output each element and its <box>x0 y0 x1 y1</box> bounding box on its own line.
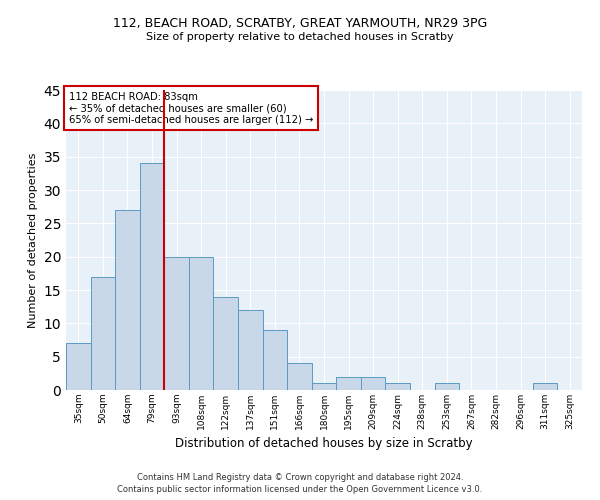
Bar <box>434 384 459 390</box>
Bar <box>385 384 410 390</box>
Text: Distribution of detached houses by size in Scratby: Distribution of detached houses by size … <box>175 438 473 450</box>
Bar <box>189 256 214 390</box>
Bar <box>214 296 238 390</box>
Text: Contains public sector information licensed under the Open Government Licence v3: Contains public sector information licen… <box>118 485 482 494</box>
Bar <box>533 384 557 390</box>
Bar <box>312 384 336 390</box>
Bar <box>140 164 164 390</box>
Text: Size of property relative to detached houses in Scratby: Size of property relative to detached ho… <box>146 32 454 42</box>
Bar <box>336 376 361 390</box>
Text: 112 BEACH ROAD: 83sqm
← 35% of detached houses are smaller (60)
65% of semi-deta: 112 BEACH ROAD: 83sqm ← 35% of detached … <box>68 92 313 124</box>
Bar <box>361 376 385 390</box>
Bar <box>66 344 91 390</box>
Bar <box>164 256 189 390</box>
Bar <box>263 330 287 390</box>
Text: Contains HM Land Registry data © Crown copyright and database right 2024.: Contains HM Land Registry data © Crown c… <box>137 472 463 482</box>
Bar <box>115 210 140 390</box>
Bar <box>287 364 312 390</box>
Bar <box>238 310 263 390</box>
Text: 112, BEACH ROAD, SCRATBY, GREAT YARMOUTH, NR29 3PG: 112, BEACH ROAD, SCRATBY, GREAT YARMOUTH… <box>113 18 487 30</box>
Bar <box>91 276 115 390</box>
Y-axis label: Number of detached properties: Number of detached properties <box>28 152 38 328</box>
